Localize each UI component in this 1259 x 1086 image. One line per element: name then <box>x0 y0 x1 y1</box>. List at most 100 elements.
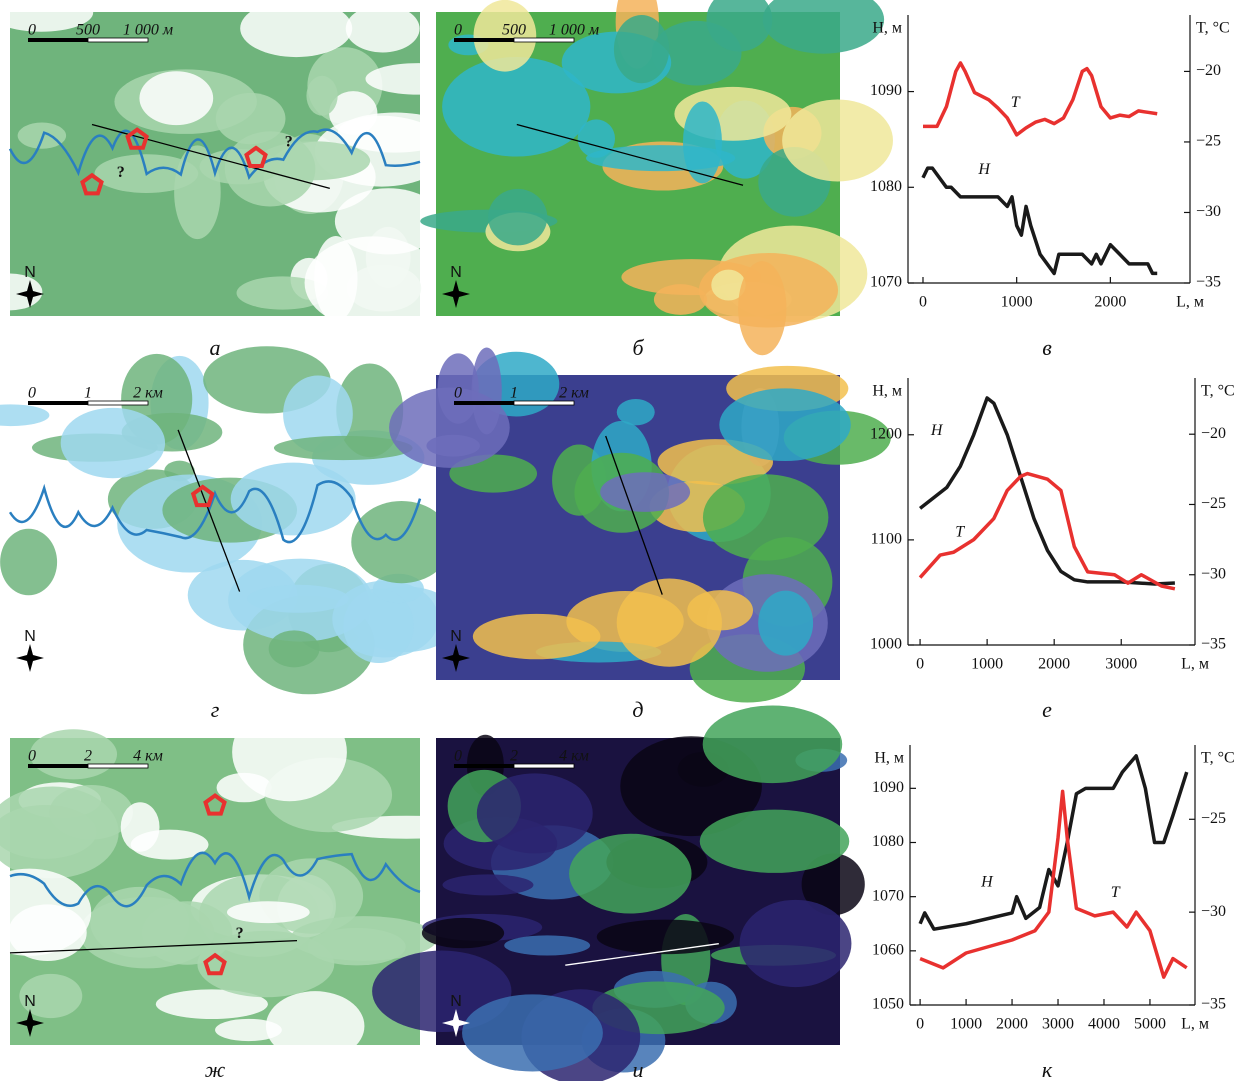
scale-bar <box>513 400 575 406</box>
site-marker <box>80 172 104 196</box>
map-area <box>230 462 356 536</box>
site-marker <box>125 127 149 150</box>
map-area <box>265 991 365 1061</box>
series-label: T <box>1111 884 1121 901</box>
y-axis-title: H, м <box>872 20 902 37</box>
series-label: H <box>930 422 944 439</box>
map-area <box>0 528 58 596</box>
map-area <box>389 387 510 468</box>
map-area <box>337 112 453 153</box>
map-area <box>155 989 268 1019</box>
north-arrow <box>16 1009 44 1037</box>
x-tick-label: 0 <box>919 294 927 311</box>
y2-tick-label: −25 <box>1196 133 1221 150</box>
map-area <box>442 874 534 896</box>
map-area <box>120 802 160 852</box>
map-area <box>758 590 814 656</box>
scale-label: 4 км <box>133 748 163 765</box>
scale-bar <box>87 763 149 769</box>
site-marker <box>190 484 215 508</box>
series-label: H <box>980 873 994 890</box>
map-area <box>616 399 655 426</box>
scale-label: 4 км <box>559 748 589 765</box>
north-label: N <box>24 628 36 645</box>
y-tick-label: 1070 <box>870 274 902 291</box>
map-area <box>504 935 591 956</box>
map-area <box>488 188 548 246</box>
panel-caption: г <box>211 697 220 722</box>
scale-label: 1 000 м <box>549 22 599 39</box>
river <box>8 480 422 544</box>
scale-label: 2 <box>84 748 92 765</box>
map-area <box>699 809 850 873</box>
series-label: H <box>977 161 991 178</box>
scale-label: 500 <box>76 22 100 39</box>
map-area <box>586 145 736 172</box>
y2-axis-title: T, °C <box>1196 20 1230 37</box>
y2-tick-label: −35 <box>1201 636 1226 653</box>
x-tick-label: 1000 <box>950 1016 982 1033</box>
north-arrow <box>442 280 470 308</box>
map-area <box>476 773 593 854</box>
map-area <box>226 901 310 924</box>
y2-axis-title: T, °C <box>1201 750 1235 767</box>
x-tick-label: 1000 <box>971 656 1003 673</box>
y2-tick-label: −30 <box>1196 203 1221 220</box>
y2-tick-label: −30 <box>1201 565 1226 582</box>
panel-caption: б <box>632 335 644 360</box>
question-mark: ? <box>117 164 125 181</box>
scale-label: 2 <box>510 748 518 765</box>
scale-bar <box>454 38 514 42</box>
panel-caption: е <box>1042 697 1052 722</box>
x-tick-label: 2000 <box>996 1016 1028 1033</box>
x-axis-title: L, м <box>1176 294 1204 311</box>
y2-tick-label: −25 <box>1201 495 1226 512</box>
map-area <box>702 705 843 784</box>
scale-label: 0 <box>454 385 462 402</box>
panel-caption: к <box>1042 1057 1053 1081</box>
map-area <box>600 472 691 512</box>
north-arrow <box>442 644 470 672</box>
map-area <box>653 284 707 315</box>
series-label: T <box>1011 94 1021 111</box>
map-area <box>0 805 97 859</box>
y-axis-title: H, м <box>872 383 902 400</box>
y-axis-title: H, м <box>874 750 904 767</box>
map-area <box>215 1018 282 1042</box>
map-area <box>569 833 692 914</box>
map-area <box>336 363 404 458</box>
scale-bar <box>513 763 575 769</box>
map-area <box>782 99 893 182</box>
profile-line <box>565 943 719 966</box>
map-area <box>426 434 480 457</box>
map-area <box>215 92 286 145</box>
x-tick-label: 1000 <box>1001 294 1033 311</box>
series-line <box>918 396 1175 586</box>
profile-line <box>516 123 744 186</box>
map-area <box>739 899 852 988</box>
y-tick-label: 1080 <box>870 178 902 195</box>
map-area <box>343 588 414 664</box>
x-tick-label: 3000 <box>1042 1016 1074 1033</box>
map-area <box>240 0 353 58</box>
series-line <box>921 166 1158 276</box>
profile-line <box>605 435 663 595</box>
scale-label: 0 <box>28 748 36 765</box>
map-area <box>29 729 118 780</box>
site-marker <box>203 952 227 976</box>
map-area <box>290 916 438 961</box>
scale-label: 0 <box>28 22 36 39</box>
map-area <box>0 404 50 427</box>
north-arrow <box>442 1009 470 1037</box>
map-area <box>613 15 670 84</box>
north-arrow <box>16 644 44 672</box>
map-area <box>0 0 94 32</box>
map-area <box>19 973 83 1019</box>
y2-tick-label: −35 <box>1201 996 1226 1013</box>
map-area <box>60 407 166 479</box>
x-axis-title: L, м <box>1181 656 1209 673</box>
map-area <box>283 375 353 453</box>
series-line <box>922 61 1158 137</box>
scale-label: 1 <box>84 385 92 402</box>
y2-tick-label: −20 <box>1201 425 1226 442</box>
